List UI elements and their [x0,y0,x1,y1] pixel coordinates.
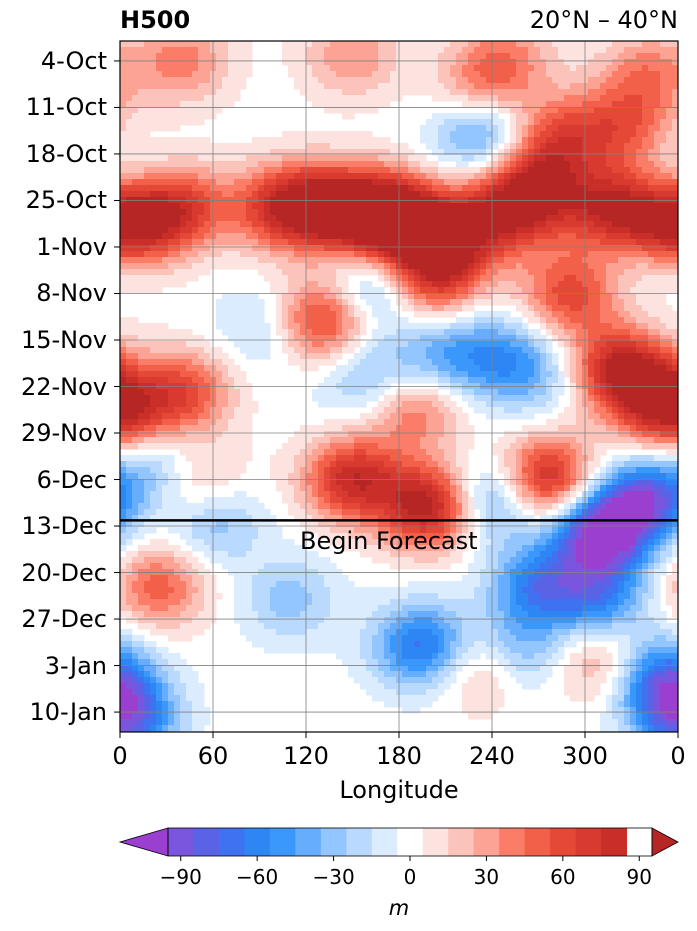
colorbar-swatch [269,828,296,856]
colorbar-swatch [575,828,602,856]
y-tick-label: 13-Dec [21,512,107,541]
colorbar-tick-label: 0 [403,865,417,889]
y-tick-label: 25-Oct [25,186,107,215]
colorbar-tick-label: 30 [473,865,500,889]
x-tick-label: 240 [469,742,515,770]
colorbar-swatch [524,828,551,856]
colorbar-swatch [218,828,245,856]
y-tick-label: 22-Nov [20,372,107,401]
colorbar-swatch [244,828,271,856]
y-tick-label: 8-Nov [36,279,107,308]
x-tick-label: 180 [376,742,422,770]
begin-forecast-annotation: Begin Forecast [300,527,478,555]
colorbar-label: m [388,896,410,920]
x-axis-label: Longitude [339,776,459,804]
colorbar-tick-label: −60 [236,865,279,889]
grid [114,41,679,738]
chart-title: H500 [120,6,191,34]
colorbar-swatch [397,828,424,856]
y-tick-label: 20-Dec [21,558,107,587]
colorbar-tick-label: −90 [159,865,202,889]
colorbar-swatch [499,828,526,856]
colorbar-swatch [371,828,398,856]
latitude-range-label: 20°N – 40°N [529,6,678,34]
x-tick-label: 120 [283,742,329,770]
colorbar [118,827,679,861]
colorbar-swatch [168,828,194,856]
y-tick-label: 11-Oct [25,93,107,122]
colorbar-swatch [601,828,628,856]
x-tick-label: 60 [197,742,229,770]
colorbar-swatch [193,828,220,856]
x-tick-label: 0 [670,742,686,770]
colorbar-swatch [448,828,475,856]
y-tick-label: 4-Oct [40,46,107,75]
colorbar-extend-low [118,827,169,857]
y-tick-label: 1-Nov [36,232,107,261]
colorbar-swatch [422,828,449,856]
colorbar-swatch [346,828,373,856]
y-tick-label: 15-Nov [20,325,107,354]
colorbar-swatch [473,828,500,856]
y-tick-label: 29-Nov [20,419,107,447]
colorbar-swatch [295,828,322,856]
y-tick-label: 10-Jan [29,698,107,727]
x-tick-label: 300 [562,742,608,770]
y-tick-label: 18-Oct [25,139,107,168]
y-tick-label: 3-Jan [44,651,107,680]
y-tick-label: 27-Dec [21,605,107,634]
y-tick-label: 6-Dec [36,465,107,494]
heatmap-field [120,41,678,732]
x-tick-label: 0 [112,742,128,770]
plot-frame [119,40,679,733]
colorbar-extend-high [651,827,679,857]
colorbar-tick-label: 90 [626,865,652,889]
colorbar-swatch [550,828,577,856]
colorbar-tick-label: −30 [312,865,355,889]
colorbar-swatch [320,828,347,856]
colorbar-tick-label: 60 [550,865,576,889]
